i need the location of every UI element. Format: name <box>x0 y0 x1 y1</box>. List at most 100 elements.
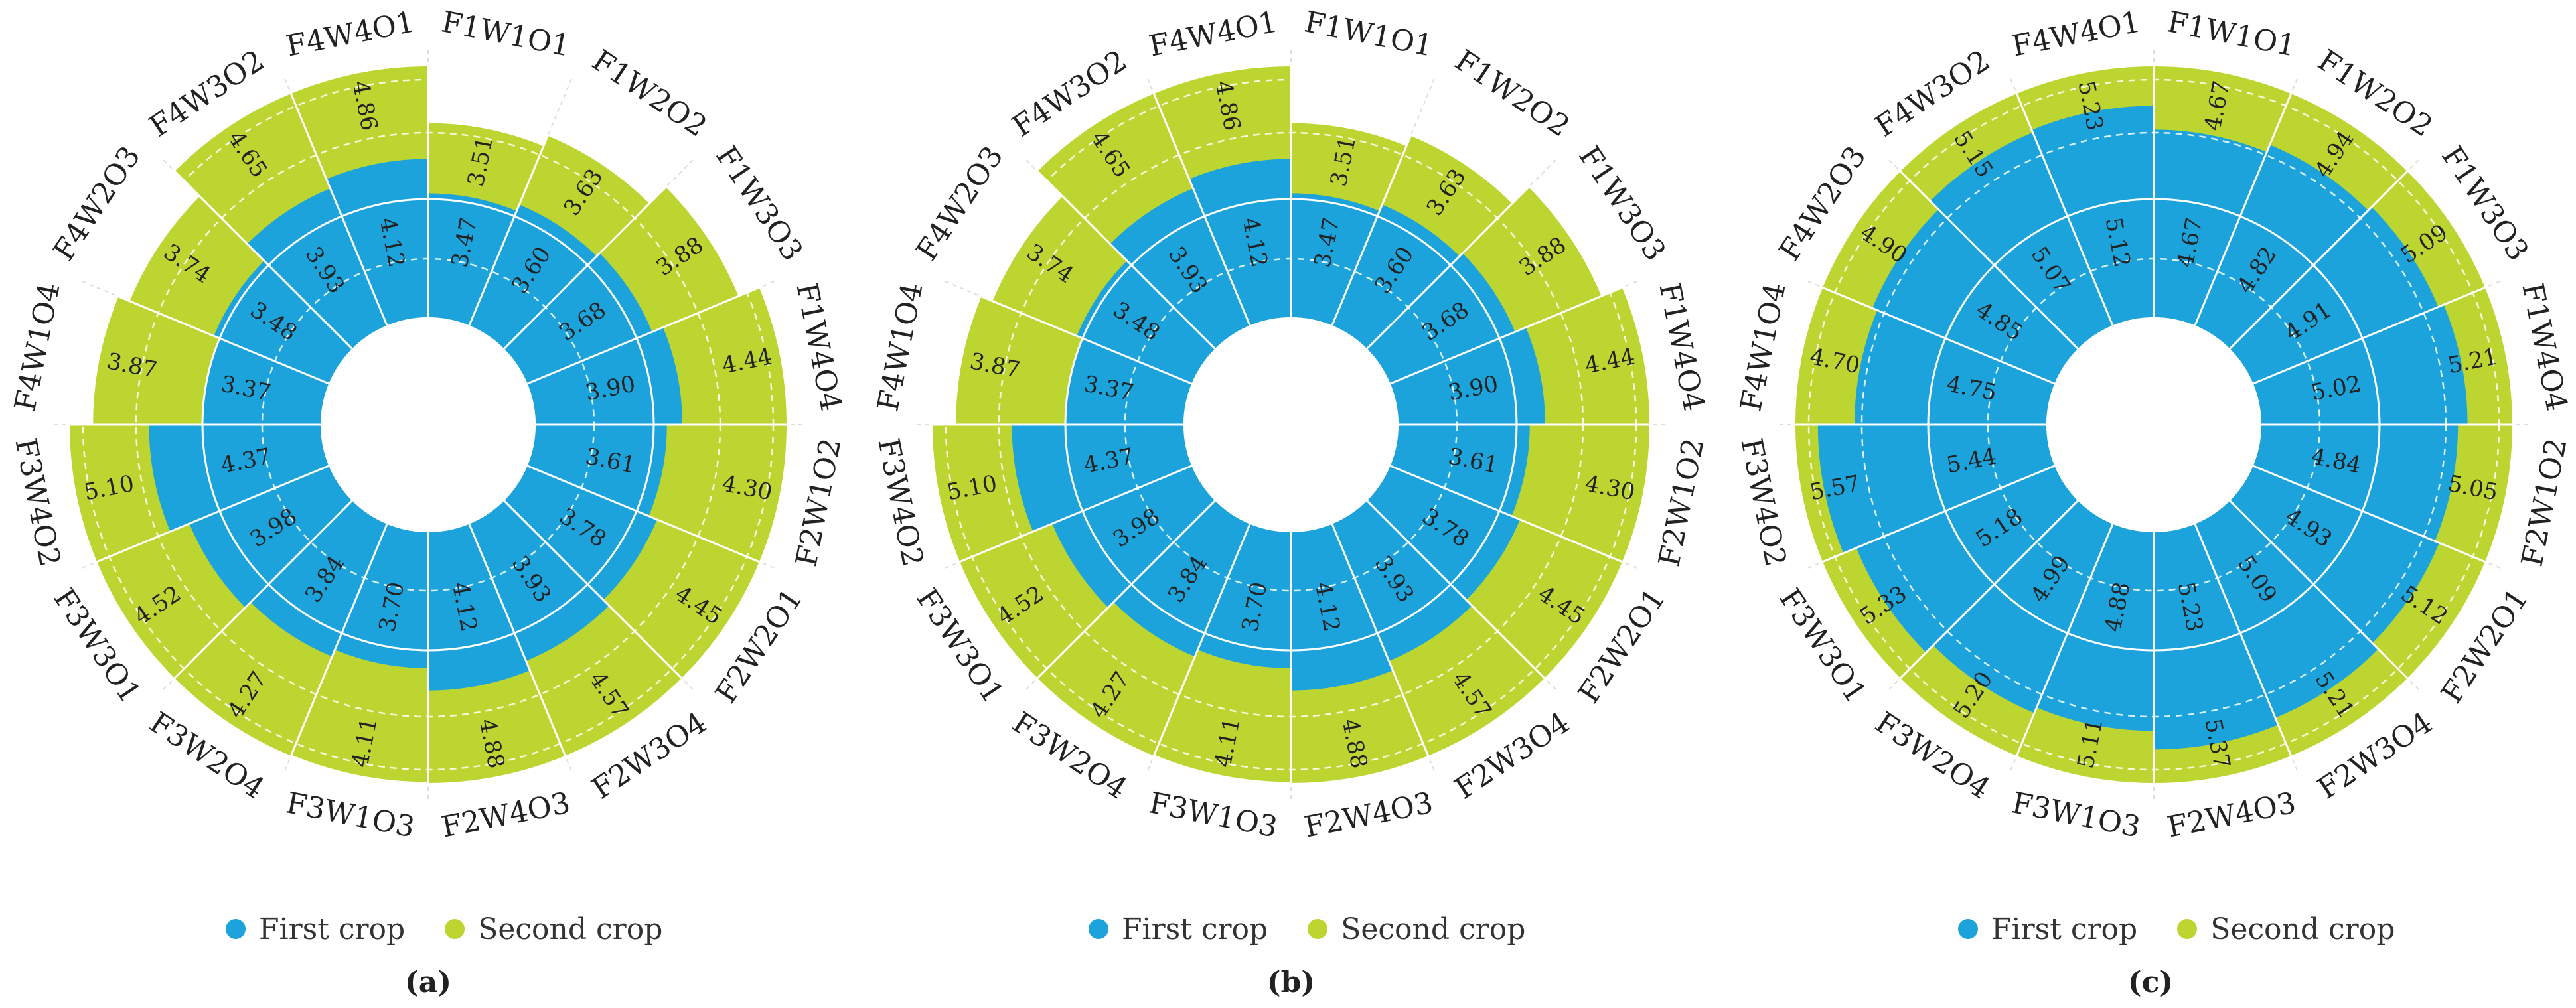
first-crop-bar-F3W4O2 <box>1817 425 2055 553</box>
first-crop-bar-F3W1O3 <box>1197 524 1291 668</box>
first-crop-bar-F4W3O2 <box>1110 188 1250 349</box>
sector-divider <box>527 465 761 563</box>
first-crop-bar-F3W1O3 <box>335 524 428 668</box>
first-crop-bar-F2W4O3 <box>2154 524 2279 750</box>
second-crop-swatch <box>445 919 465 939</box>
category-label-F2W4O3: F2W4O3 <box>439 786 573 844</box>
first-crop-bar-F3W2O4 <box>1113 500 1250 657</box>
first-crop-bar-F4W2O3 <box>214 260 352 384</box>
category-label-F3W1O3: F3W1O3 <box>2009 786 2143 844</box>
category-label-F1W4O4: F1W4O4 <box>789 280 848 414</box>
category-label-F4W1O4: F4W1O4 <box>8 280 66 414</box>
first-crop-bar-F2W1O2 <box>1390 425 1530 516</box>
sector-divider <box>2229 500 2409 680</box>
legend-label-second-crop: Second crop <box>478 912 663 946</box>
center-hole <box>2046 317 2261 532</box>
first-crop-bar-F4W4O1 <box>2032 106 2154 326</box>
first-crop-bar-F2W1O2 <box>527 425 667 516</box>
sector-divider <box>1152 92 1251 326</box>
first-crop-bar-F1W4O4 <box>1390 327 1545 425</box>
panel-label-c: (c) <box>2127 966 2174 999</box>
category-label-F3W4O2: F3W4O2 <box>1734 435 1792 569</box>
first-crop-bar-F1W1O1 <box>1291 193 1380 326</box>
polar-chart-c: 4.67 4.824.915.024.844.935.095.234.884.99… <box>1734 5 2573 844</box>
category-label-F4W1O4: F4W1O4 <box>1734 280 1792 414</box>
category-label-F2W1O2: F2W1O2 <box>1652 435 1710 569</box>
first-crop-bar-F1W2O2 <box>1331 204 1460 349</box>
sector-divider <box>980 295 1192 385</box>
category-label-F1W1O1: F1W1O1 <box>2164 5 2299 63</box>
sector-divider <box>2229 169 2409 350</box>
circular-gridline <box>1124 257 1458 592</box>
sector-divider <box>2253 465 2487 563</box>
category-label-F1W4O4: F1W4O4 <box>2515 280 2573 414</box>
circular-gridline <box>261 257 595 592</box>
category-label-F1W4O4: F1W4O4 <box>1652 280 1710 414</box>
first-crop-bar-F3W3O1 <box>1856 465 2078 653</box>
sector-divider <box>1821 286 2055 385</box>
sector-divider <box>1366 500 1547 680</box>
first-crop-bar-F1W2O2 <box>2194 145 2368 349</box>
legend-label-first-crop: First crop <box>259 912 406 946</box>
first-crop-bar-F3W4O2 <box>149 425 329 532</box>
polar-chart-b: 3.47 3.603.683.903.613.783.934.123.703.84… <box>871 5 1710 844</box>
first-crop-bar-F1W3O3 <box>1367 253 1515 384</box>
legend-c: First crop Second crop <box>1958 906 2435 952</box>
band-separator <box>201 198 655 652</box>
sector-divider <box>2194 524 2293 758</box>
first-crop-bar-F3W1O3 <box>2036 524 2154 731</box>
first-crop-bar-F4W1O4 <box>1855 310 2055 425</box>
sector-divider <box>1898 500 2079 680</box>
sector-divider <box>173 169 353 350</box>
first-crop-bar-F1W1O1 <box>428 193 517 326</box>
first-crop-bar-F3W3O1 <box>1052 465 1215 608</box>
first-crop-bar-F4W2O3 <box>1872 209 2078 384</box>
circular-gridline <box>135 131 721 718</box>
first-crop-bar-F2W3O4 <box>1331 500 1472 662</box>
category-label-F1W2O2: F1W2O2 <box>586 44 713 144</box>
legend-item-second-crop: Second crop <box>2177 912 2395 946</box>
category-label-F2W1O2: F2W1O2 <box>789 435 848 569</box>
category-label-F1W3O3: F1W3O3 <box>709 140 809 267</box>
first-crop-bar-F2W1O2 <box>2253 425 2459 541</box>
second-crop-swatch <box>1308 919 1328 939</box>
first-crop-bar-F4W1O4 <box>202 338 329 425</box>
sector-divider <box>289 524 388 758</box>
first-crop-bar-F1W3O3 <box>2230 207 2439 384</box>
second-crop-swatch <box>2177 919 2198 939</box>
circular-gridline <box>945 78 1637 771</box>
sector-divider <box>1331 134 1412 326</box>
first-crop-bar-F2W3O4 <box>2194 500 2379 718</box>
legend-b: First crop Second crop <box>1089 906 1565 952</box>
band-separator <box>1064 198 1518 652</box>
legend-label-second-crop: Second crop <box>2210 912 2395 946</box>
category-label-F3W1O3: F3W1O3 <box>1146 786 1280 844</box>
category-label-F4W4O1: F4W4O1 <box>283 5 417 63</box>
first-crop-bar-F3W2O4 <box>250 500 388 657</box>
sector-divider <box>289 92 388 326</box>
sector-divider <box>958 465 1192 563</box>
sector-divider <box>503 500 684 680</box>
legend-item-first-crop: First crop <box>1089 912 1268 946</box>
sector-divider <box>1035 500 1216 680</box>
first-crop-bar-F2W2O1 <box>1367 465 1520 601</box>
sector-divider <box>1390 286 1624 385</box>
sector-divider <box>2194 92 2293 326</box>
category-label-F3W4O2: F3W4O2 <box>8 435 66 569</box>
first-crop-bar-F4W1O4 <box>1065 338 1192 425</box>
legend-item-first-crop: First crop <box>1958 912 2137 946</box>
sector-divider <box>1390 465 1624 563</box>
first-crop-swatch <box>1089 919 1108 939</box>
sector-divider <box>2015 524 2114 758</box>
category-label-F4W4O1: F4W4O1 <box>2009 5 2143 63</box>
sector-divider <box>1821 465 2055 563</box>
first-crop-bar-F1W3O3 <box>504 253 652 384</box>
sector-divider <box>527 286 761 385</box>
legend-item-first-crop: First crop <box>226 912 405 946</box>
category-label-F4W4O1: F4W4O1 <box>1146 5 1280 63</box>
first-crop-bar-F1W4O4 <box>2253 305 2468 425</box>
circular-gridline <box>1807 78 2500 771</box>
sector-divider <box>1898 169 2079 350</box>
first-crop-bar-F4W2O3 <box>1077 260 1215 384</box>
